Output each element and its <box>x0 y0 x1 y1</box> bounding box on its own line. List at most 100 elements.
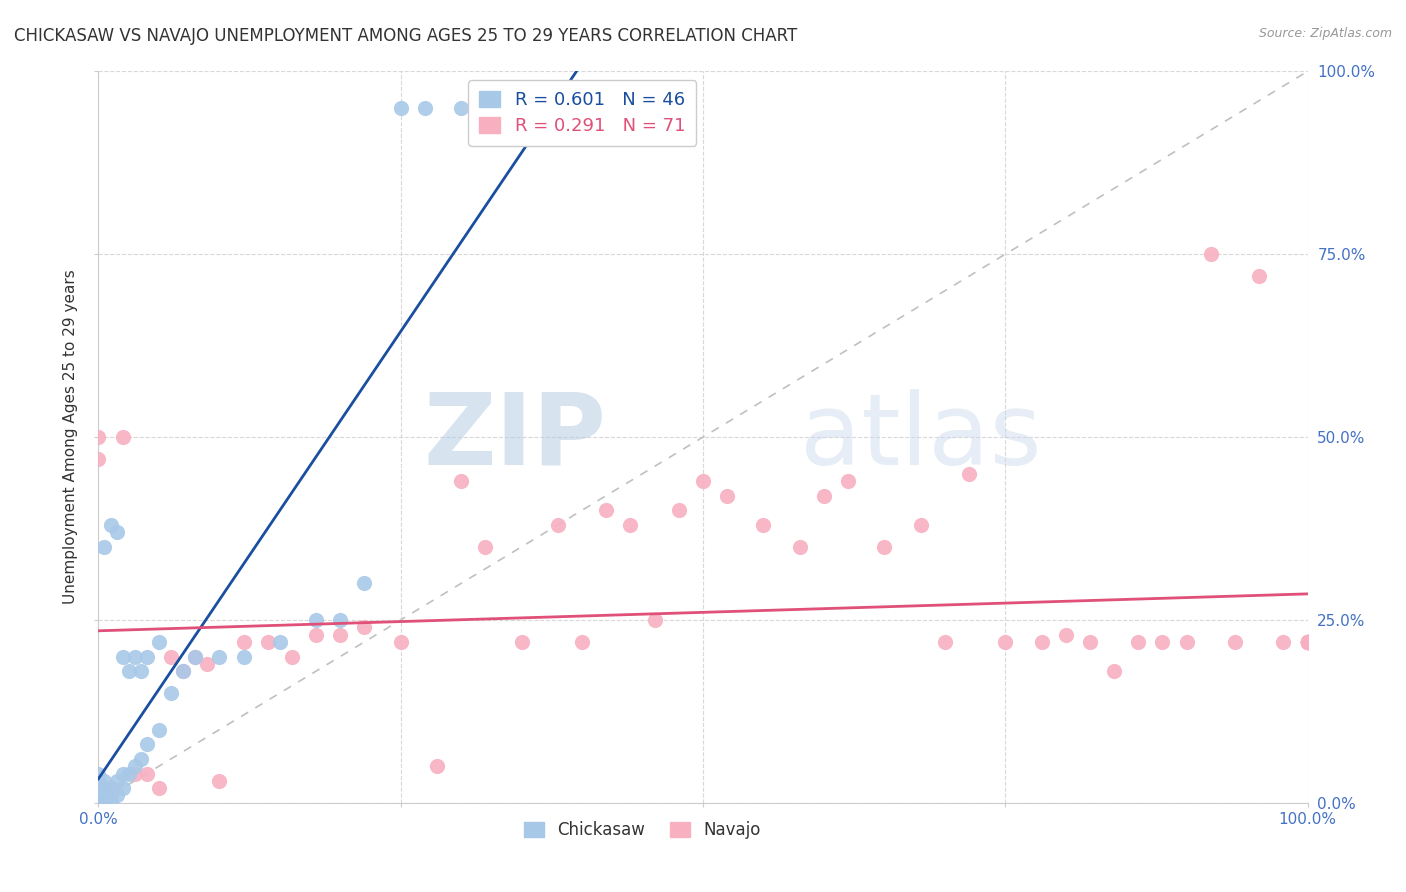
Point <box>353 576 375 591</box>
Text: atlas: atlas <box>800 389 1042 485</box>
Point <box>160 686 183 700</box>
Point <box>129 752 152 766</box>
Point <box>124 766 146 780</box>
Point <box>87 796 110 810</box>
Point <box>1296 635 1319 649</box>
Point <box>195 657 218 671</box>
Point <box>160 649 183 664</box>
Point <box>571 635 593 649</box>
Point <box>100 781 122 796</box>
Point <box>1102 664 1125 678</box>
Point <box>87 789 110 803</box>
Point <box>124 759 146 773</box>
Point <box>910 517 932 532</box>
Point <box>474 540 496 554</box>
Point <box>957 467 980 481</box>
Point <box>232 635 254 649</box>
Point <box>87 452 110 467</box>
Point <box>135 649 157 664</box>
Point <box>281 649 304 664</box>
Point <box>305 613 328 627</box>
Point <box>692 474 714 488</box>
Point <box>100 781 122 796</box>
Point <box>644 613 666 627</box>
Text: ZIP: ZIP <box>423 389 606 485</box>
Point <box>1296 635 1319 649</box>
Point <box>994 635 1017 649</box>
Point <box>595 503 617 517</box>
Point <box>1175 635 1198 649</box>
Point <box>450 474 472 488</box>
Point <box>1296 635 1319 649</box>
Point <box>93 789 115 803</box>
Point <box>329 627 352 641</box>
Point <box>1249 269 1271 284</box>
Point <box>1078 635 1101 649</box>
Point <box>1296 635 1319 649</box>
Point <box>105 525 128 540</box>
Point <box>100 789 122 803</box>
Point <box>87 796 110 810</box>
Legend: Chickasaw, Navajo: Chickasaw, Navajo <box>517 814 768 846</box>
Point <box>256 635 278 649</box>
Point <box>1296 635 1319 649</box>
Point <box>232 649 254 664</box>
Point <box>510 635 533 649</box>
Point <box>813 489 835 503</box>
Point <box>111 649 134 664</box>
Point <box>1296 635 1319 649</box>
Point <box>87 796 110 810</box>
Point <box>1296 635 1319 649</box>
Point <box>148 723 170 737</box>
Point <box>118 766 141 780</box>
Point <box>87 773 110 788</box>
Point <box>1128 635 1150 649</box>
Point <box>93 792 115 806</box>
Point <box>87 792 110 806</box>
Point <box>305 627 328 641</box>
Point <box>1296 635 1319 649</box>
Point <box>619 517 641 532</box>
Point <box>172 664 194 678</box>
Point <box>184 649 207 664</box>
Point <box>1152 635 1174 649</box>
Point <box>873 540 896 554</box>
Point <box>329 613 352 627</box>
Text: Source: ZipAtlas.com: Source: ZipAtlas.com <box>1258 27 1392 40</box>
Point <box>716 489 738 503</box>
Point <box>100 796 122 810</box>
Point <box>105 789 128 803</box>
Point <box>668 503 690 517</box>
Point <box>87 781 110 796</box>
Point <box>547 517 569 532</box>
Point <box>426 759 449 773</box>
Point <box>93 781 115 796</box>
Point <box>1296 635 1319 649</box>
Point <box>208 649 231 664</box>
Point <box>1199 247 1222 261</box>
Point <box>100 517 122 532</box>
Point <box>837 474 859 488</box>
Point <box>1223 635 1246 649</box>
Point <box>129 664 152 678</box>
Point <box>1054 627 1077 641</box>
Point <box>1296 635 1319 649</box>
Point <box>1031 635 1053 649</box>
Point <box>135 737 157 751</box>
Point <box>269 635 291 649</box>
Point <box>389 101 412 115</box>
Point <box>413 101 436 115</box>
Point <box>148 635 170 649</box>
Point <box>105 773 128 788</box>
Point <box>124 649 146 664</box>
Point <box>353 620 375 634</box>
Point <box>1296 635 1319 649</box>
Point <box>93 540 115 554</box>
Point <box>1296 635 1319 649</box>
Point <box>118 664 141 678</box>
Text: CHICKASAW VS NAVAJO UNEMPLOYMENT AMONG AGES 25 TO 29 YEARS CORRELATION CHART: CHICKASAW VS NAVAJO UNEMPLOYMENT AMONG A… <box>14 27 797 45</box>
Point <box>87 766 110 780</box>
Point <box>111 430 134 444</box>
Point <box>1272 635 1295 649</box>
Point <box>111 766 134 780</box>
